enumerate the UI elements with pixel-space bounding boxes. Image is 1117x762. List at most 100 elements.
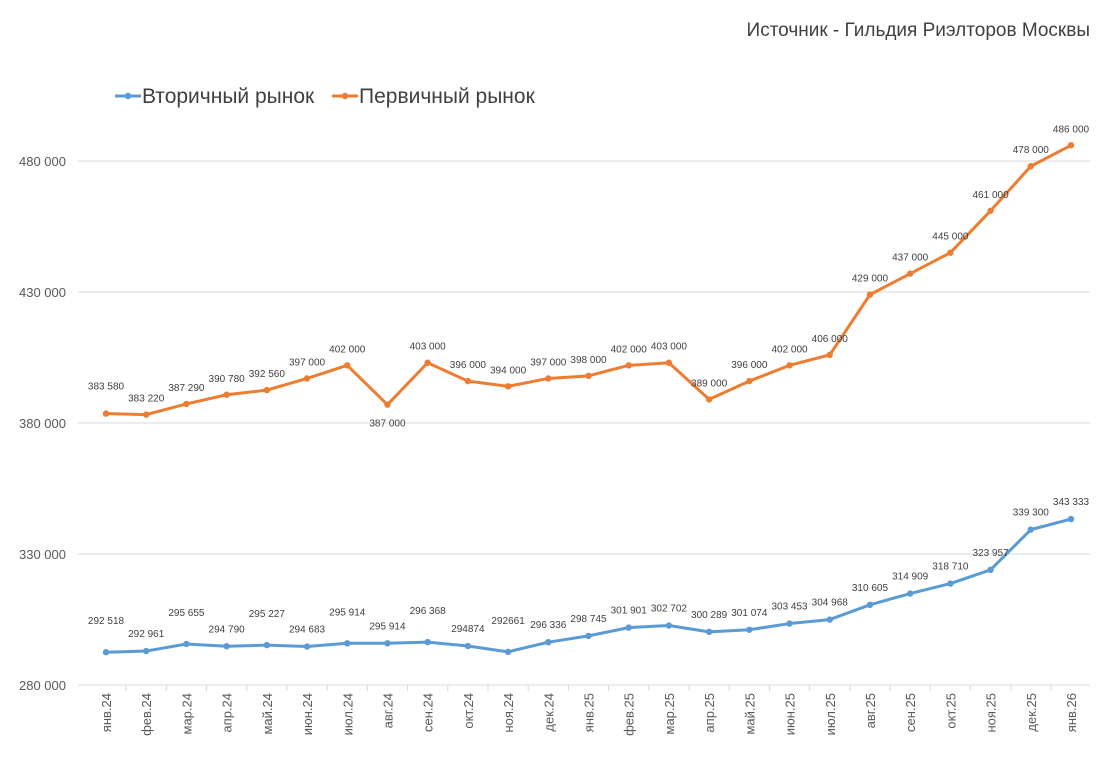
series-line-secondary [105, 517, 1072, 654]
data-point [746, 377, 753, 385]
data-label: 296 336 [530, 620, 567, 631]
data-label: 294874 [451, 624, 485, 635]
data-label: 392 560 [249, 369, 286, 380]
x-tick-label: ноя.25 [984, 693, 999, 733]
x-tick-label: янв.26 [1064, 693, 1079, 732]
data-label: 394 000 [490, 365, 527, 376]
data-label: 292 518 [88, 616, 125, 627]
data-point [906, 590, 914, 597]
data-point [786, 362, 793, 369]
data-label: 294 790 [209, 624, 246, 635]
x-tick-label: авг.25 [863, 693, 878, 728]
x-tick-label: янв.24 [99, 693, 114, 732]
data-label: 302 702 [651, 604, 688, 615]
x-tick-label: сен.24 [421, 693, 436, 732]
x-tick-label: май.25 [742, 693, 757, 735]
data-label: 397 000 [530, 357, 567, 368]
x-tick-label: авг.24 [380, 693, 395, 728]
data-point [464, 377, 472, 385]
data-label: 295 914 [369, 621, 406, 632]
data-label: 295 655 [168, 608, 205, 619]
data-label: 304 968 [812, 598, 849, 609]
data-point [1027, 163, 1034, 170]
data-point [424, 638, 431, 646]
data-label: 295 227 [249, 609, 286, 620]
data-label: 402 000 [611, 344, 648, 355]
data-label: 429 000 [852, 274, 889, 285]
data-label: 461 000 [973, 190, 1010, 201]
data-point [344, 640, 351, 647]
data-point [424, 359, 431, 366]
data-point [504, 383, 512, 390]
data-point [223, 391, 230, 398]
data-point [1067, 515, 1075, 523]
data-point [665, 359, 673, 366]
data-label: 387 290 [168, 383, 205, 394]
x-tick-label: фев.24 [139, 693, 154, 736]
data-point [585, 372, 592, 380]
y-tick-label: 430 000 [19, 285, 66, 300]
data-label: 318 710 [932, 562, 969, 573]
x-tick-label: мар.25 [662, 693, 677, 734]
data-label: 295 914 [329, 607, 366, 618]
data-point [826, 351, 833, 359]
x-tick-label: окт.24 [461, 693, 476, 729]
data-label: 390 780 [209, 374, 246, 385]
data-label: 294 683 [289, 625, 326, 636]
data-point [384, 640, 391, 647]
data-label: 396 000 [450, 360, 487, 371]
data-label: 301 074 [731, 608, 768, 619]
data-point [826, 616, 833, 623]
data-point [102, 649, 110, 656]
legend-label: Первичный рынок [359, 85, 536, 108]
legend-label: Вторичный рынок [142, 85, 315, 108]
x-tick-label: дек.24 [541, 693, 556, 732]
data-label: 292 961 [128, 629, 165, 640]
y-tick-label: 280 000 [19, 678, 66, 693]
data-label: 389 000 [691, 378, 728, 389]
data-label: 323 957 [973, 548, 1010, 559]
data-point [223, 643, 230, 650]
data-point [947, 580, 954, 587]
data-point [102, 410, 110, 417]
legend-marker-icon [341, 92, 349, 100]
y-tick-label: 380 000 [19, 416, 66, 431]
data-point [344, 362, 351, 369]
data-point [545, 638, 552, 646]
data-label: 403 000 [410, 342, 447, 353]
data-point [263, 641, 271, 649]
data-point [625, 362, 632, 369]
data-point [183, 400, 190, 408]
data-point [1027, 526, 1034, 533]
data-label: 486 000 [1053, 124, 1090, 135]
data-point [585, 632, 592, 640]
data-point [866, 291, 874, 298]
data-point [183, 640, 190, 648]
data-point [987, 566, 994, 574]
x-tick-label: июн.24 [300, 693, 315, 735]
y-tick-label: 480 000 [19, 154, 66, 169]
data-point [545, 375, 552, 382]
data-point [263, 386, 271, 394]
data-label: 296 368 [410, 606, 447, 617]
data-label: 383 220 [128, 394, 165, 405]
data-point [906, 270, 914, 277]
data-point [866, 601, 874, 609]
data-label: 339 300 [1013, 508, 1050, 519]
source-caption: Источник - Гильдия Риэлторов Москвы [746, 20, 1090, 41]
x-tick-label: сен.25 [903, 693, 918, 732]
data-point [143, 647, 150, 655]
data-point [384, 401, 391, 408]
data-point [786, 620, 793, 627]
data-label: 396 000 [731, 360, 768, 371]
data-label: 445 000 [932, 232, 969, 243]
x-tick-label: окт.25 [943, 693, 958, 729]
data-label: 303 453 [771, 602, 808, 613]
data-label: 406 000 [812, 334, 849, 345]
data-label: 292661 [491, 616, 525, 627]
data-label: 300 289 [691, 610, 728, 621]
data-label: 343 333 [1053, 497, 1090, 508]
data-point [947, 249, 954, 256]
x-tick-label: июн.25 [783, 693, 798, 735]
